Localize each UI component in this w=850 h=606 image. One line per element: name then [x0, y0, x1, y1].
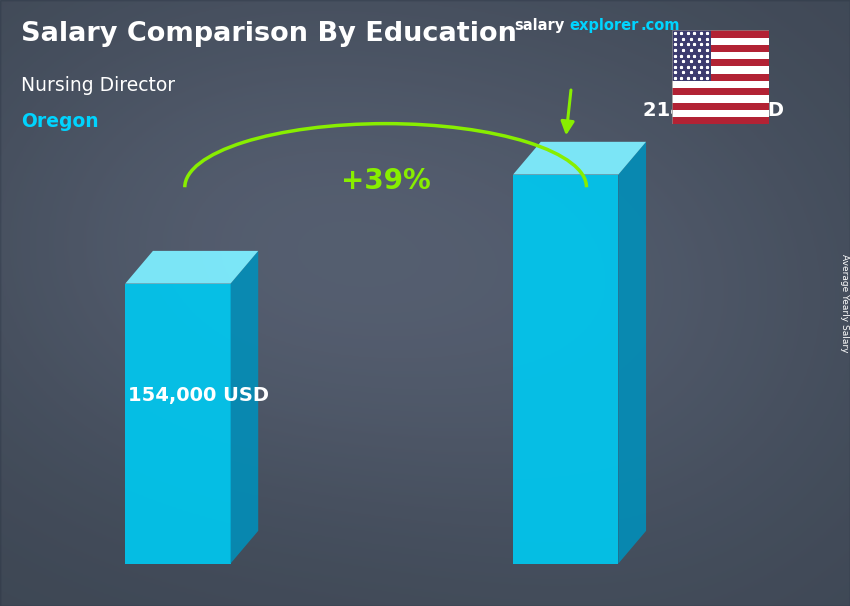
Polygon shape: [618, 142, 646, 564]
Polygon shape: [513, 175, 618, 564]
Text: Salary Comparison By Education: Salary Comparison By Education: [21, 21, 517, 47]
Bar: [672, 30, 769, 38]
Text: 154,000 USD: 154,000 USD: [128, 386, 269, 405]
Text: salary: salary: [514, 18, 564, 33]
Text: Average Yearly Salary: Average Yearly Salary: [840, 254, 848, 352]
Bar: [672, 74, 769, 81]
Bar: [672, 110, 769, 117]
Bar: [672, 117, 769, 124]
Polygon shape: [125, 284, 230, 564]
Polygon shape: [125, 251, 258, 284]
Polygon shape: [513, 142, 646, 175]
Bar: [672, 88, 769, 95]
Bar: [672, 102, 769, 110]
Polygon shape: [230, 251, 258, 564]
Bar: [672, 38, 769, 45]
Text: +39%: +39%: [341, 167, 430, 195]
Bar: [672, 67, 769, 74]
Bar: [672, 59, 769, 67]
Bar: [672, 81, 769, 88]
Text: Nursing Director: Nursing Director: [21, 76, 175, 95]
Bar: [672, 52, 769, 59]
Text: .com: .com: [640, 18, 679, 33]
Bar: [672, 45, 769, 52]
Text: 214,000 USD: 214,000 USD: [643, 101, 785, 120]
Text: explorer: explorer: [570, 18, 639, 33]
Bar: [672, 30, 711, 81]
Bar: [672, 95, 769, 102]
Text: Oregon: Oregon: [21, 112, 99, 131]
